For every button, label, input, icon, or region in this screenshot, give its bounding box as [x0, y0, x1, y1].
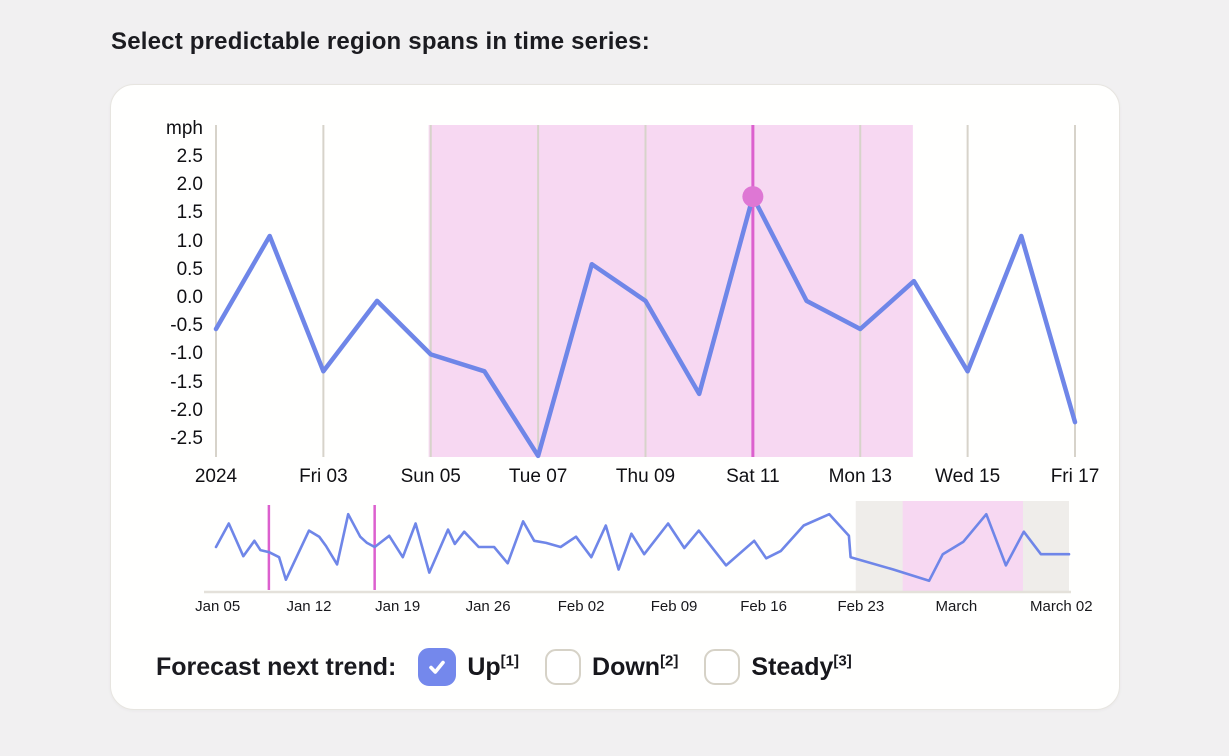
y-tick-label: 1.0 — [176, 230, 203, 252]
x-tick-label: Tue 07 — [508, 466, 568, 487]
forecast-option-down[interactable]: Down[2] — [545, 649, 678, 685]
forecast-label: Forecast next trend: — [156, 652, 397, 681]
overview-tick-label: Jan 12 — [286, 598, 332, 615]
steady-checkbox[interactable] — [704, 649, 741, 685]
y-tick-label: 0.5 — [176, 258, 203, 280]
y-tick-label: 2.5 — [176, 146, 203, 168]
forecast-option-steady[interactable]: Steady[3] — [704, 649, 852, 685]
down-option-text: Down[2] — [592, 652, 679, 681]
predictable-region-highlight[interactable] — [428, 125, 913, 457]
steady-option-text: Steady[3] — [751, 652, 852, 681]
overview-tick-label: Jan 26 — [465, 598, 511, 615]
time-series-chart[interactable] — [111, 85, 1120, 710]
overview-tick-label: Feb 02 — [557, 598, 605, 615]
overview-tick-label: Jan 19 — [375, 598, 421, 615]
y-tick-label: -1.0 — [170, 343, 203, 365]
up-option-text: Up[1] — [467, 652, 520, 681]
selected-point-dot[interactable] — [742, 186, 764, 208]
overview-highlight-region[interactable] — [902, 501, 1023, 592]
x-tick-label: Mon 13 — [828, 466, 892, 487]
checkmark-icon — [429, 660, 446, 674]
x-tick-label: Wed 15 — [935, 466, 1001, 487]
overview-tick-label: Feb 23 — [837, 598, 885, 615]
y-tick-label: -2.0 — [170, 399, 203, 421]
chart-card: mph 2.5 2.0 1.5 1.0 0.5 0.0 -0.5 -1.0 -1.5 -2.0 -2.… — [110, 84, 1120, 710]
y-tick-label: 0.0 — [176, 287, 203, 309]
up-checkbox[interactable] — [418, 648, 457, 686]
overview-tick-label: Jan 05 — [195, 598, 241, 615]
overview-tick-label: Feb 09 — [650, 598, 698, 615]
down-checkbox[interactable] — [545, 649, 582, 685]
x-tick-label: Fri 03 — [299, 466, 348, 487]
main-series-line — [213, 194, 1078, 459]
y-tick-label: 2.0 — [176, 174, 203, 196]
overview-tick-label: March 02 — [1030, 598, 1093, 615]
y-tick-label: -1.5 — [170, 371, 203, 393]
page-title: Select predictable region spans in time … — [111, 28, 650, 55]
y-tick-label: 1.5 — [176, 202, 203, 224]
overview-series-line — [214, 512, 1071, 583]
y-tick-label: -0.5 — [170, 315, 203, 337]
x-tick-label: Sat 11 — [726, 466, 780, 487]
overview-tick-label: Feb 16 — [740, 598, 787, 615]
x-tick-label: Fri 17 — [1050, 466, 1100, 487]
y-axis-unit: mph — [166, 118, 203, 140]
x-tick-label: 2024 — [194, 466, 238, 487]
overview-tick-label: March — [935, 598, 978, 615]
forecast-row: Forecast next trend: Up[1] Down[2] — [156, 645, 878, 689]
x-tick-label: Thu 09 — [615, 466, 676, 487]
forecast-option-up[interactable]: Up[1] — [418, 648, 519, 686]
y-tick-label: -2.5 — [170, 427, 203, 449]
x-tick-label: Sun 05 — [400, 466, 461, 487]
